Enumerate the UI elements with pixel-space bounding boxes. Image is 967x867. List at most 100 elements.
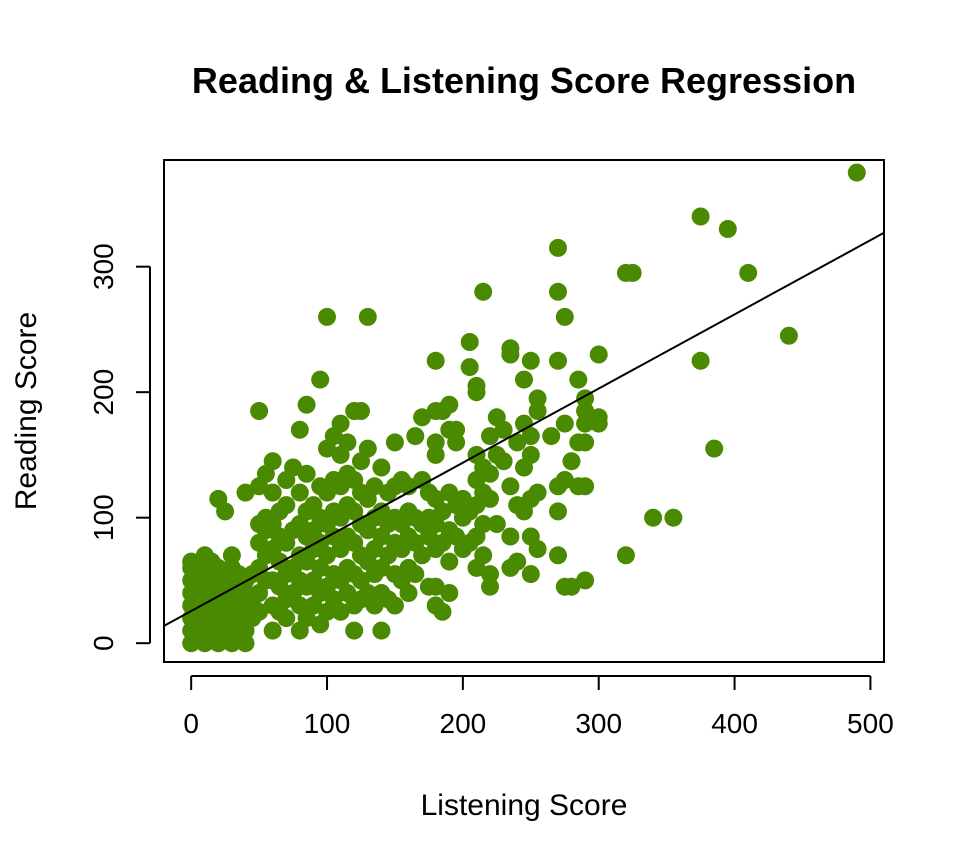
data-point: [474, 546, 493, 565]
data-point: [521, 427, 540, 446]
data-point: [481, 489, 499, 508]
data-point: [297, 395, 316, 414]
data-point: [318, 546, 336, 565]
data-point: [481, 427, 499, 446]
data-point: [406, 427, 425, 446]
data-point: [562, 577, 581, 596]
data-point: [549, 502, 567, 521]
data-point: [467, 376, 486, 395]
data-point: [481, 577, 499, 596]
data-point: [515, 370, 533, 389]
data-point: [555, 471, 574, 489]
x-axis: 0 100 200 300 400 500: [183, 675, 894, 739]
data-point: [508, 552, 527, 571]
data-point: [521, 351, 540, 370]
data-point: [385, 596, 404, 615]
data-point: [549, 238, 567, 257]
data-point: [236, 483, 255, 502]
data-point: [528, 540, 547, 558]
data-point: [494, 452, 513, 471]
data-point: [413, 408, 432, 427]
data-point: [623, 263, 642, 282]
data-point: [474, 515, 493, 533]
data-point: [284, 458, 303, 477]
data-point: [250, 402, 269, 420]
data-point: [250, 602, 269, 621]
data-point: [569, 370, 588, 389]
data-point: [406, 565, 425, 584]
x-tick-label: 0: [183, 708, 199, 739]
data-point: [521, 565, 540, 584]
data-point: [372, 621, 391, 640]
data-point: [277, 496, 296, 515]
plot-frame: [163, 159, 885, 663]
data-point: [542, 427, 561, 446]
data-point: [528, 402, 547, 420]
data-point: [460, 358, 479, 377]
data-point: [779, 326, 798, 345]
data-point: [433, 602, 452, 621]
data-point: [352, 402, 370, 420]
data-point: [460, 333, 479, 351]
data-point: [549, 546, 567, 565]
data-point: [718, 220, 737, 238]
x-tick-label: 400: [711, 708, 758, 739]
data-point: [664, 508, 683, 527]
x-axis-label: Listening Score: [421, 789, 628, 822]
data-point: [576, 402, 595, 420]
data-point: [385, 433, 404, 452]
data-point: [413, 546, 432, 565]
data-point: [549, 282, 567, 301]
data-point: [501, 339, 520, 358]
x-tick-label: 500: [847, 708, 894, 739]
data-point: [481, 565, 499, 584]
data-point: [399, 584, 418, 602]
data-point: [236, 634, 255, 653]
x-tick-label: 300: [575, 708, 622, 739]
data-point: [549, 351, 567, 370]
data-point: [365, 477, 384, 496]
y-tick-label: 300: [88, 243, 119, 290]
data-point: [311, 370, 330, 389]
data-point: [277, 609, 296, 628]
data-point: [440, 584, 459, 602]
data-point: [487, 515, 506, 533]
data-point: [290, 483, 309, 502]
data-point: [263, 483, 282, 502]
x-tick-label: 200: [440, 708, 487, 739]
data-point: [290, 420, 309, 439]
data-point: [555, 414, 574, 433]
data-point: [494, 420, 513, 439]
regression-line: [163, 231, 885, 627]
data-point: [440, 552, 459, 571]
y-axis: 0 100 200 300: [88, 243, 151, 651]
y-axis-label: Reading Score: [10, 312, 43, 510]
data-point: [345, 621, 364, 640]
regression-line-layer: [163, 231, 885, 627]
data-point: [358, 307, 377, 326]
data-point: [501, 477, 520, 496]
data-point: [481, 464, 499, 483]
data-point: [528, 389, 547, 408]
data-point: [216, 502, 235, 521]
data-point: [331, 414, 350, 433]
data-point: [562, 452, 581, 471]
data-point: [576, 433, 595, 452]
data-point: [501, 527, 520, 546]
data-point: [440, 395, 459, 414]
y-tick-label: 0: [88, 635, 119, 651]
data-point: [338, 433, 357, 452]
x-tick-label: 100: [304, 708, 351, 739]
data-point: [297, 464, 316, 483]
data-point: [318, 307, 336, 326]
data-point: [576, 571, 595, 590]
data-point: [331, 602, 350, 621]
data-point: [426, 351, 445, 370]
y-tick-label: 100: [88, 494, 119, 541]
data-point: [555, 307, 574, 326]
chart-title: Reading & Listening Score Regression: [192, 60, 856, 101]
y-tick-label: 200: [88, 369, 119, 416]
data-point: [447, 420, 466, 439]
data-point: [576, 477, 595, 496]
